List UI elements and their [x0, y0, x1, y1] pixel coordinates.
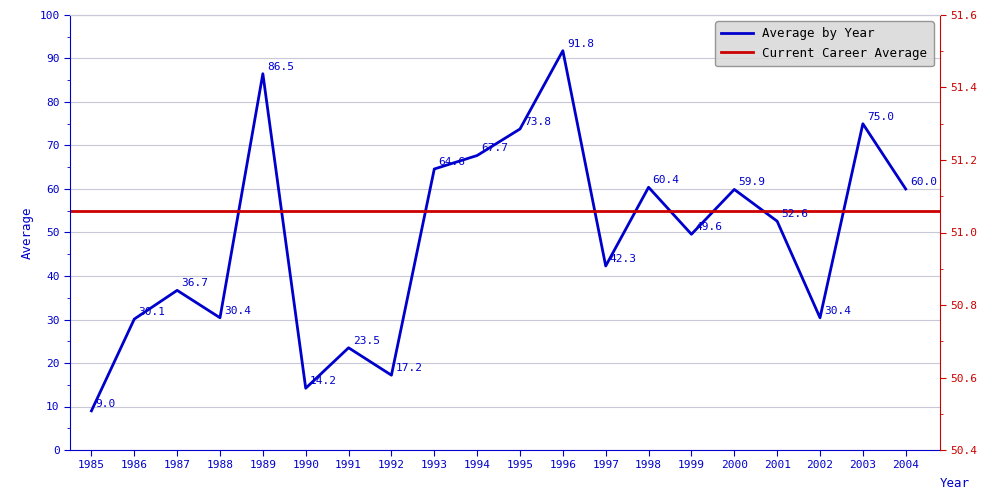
Text: Year: Year — [940, 477, 970, 490]
Average by Year — [214, 315, 226, 321]
Text: 36.7: 36.7 — [181, 278, 208, 288]
Text: 60.0: 60.0 — [910, 177, 937, 187]
Text: 30.4: 30.4 — [824, 306, 851, 316]
Average by Year — [471, 152, 483, 158]
Legend: Average by Year, Current Career Average: Average by Year, Current Career Average — [715, 21, 934, 66]
Text: 30.1: 30.1 — [138, 307, 165, 317]
Text: 49.6: 49.6 — [696, 222, 723, 232]
Average by Year — [171, 288, 183, 294]
Average by Year — [343, 345, 355, 351]
Text: 60.4: 60.4 — [653, 175, 680, 185]
Average by Year — [771, 218, 783, 224]
Text: 23.5: 23.5 — [353, 336, 380, 345]
Average by Year — [300, 385, 312, 391]
Average by Year — [128, 316, 140, 322]
Average by Year — [385, 372, 397, 378]
Average by Year — [728, 186, 740, 192]
Y-axis label: Average: Average — [21, 206, 34, 259]
Text: 86.5: 86.5 — [267, 62, 294, 72]
Text: 67.7: 67.7 — [481, 144, 508, 154]
Text: 14.2: 14.2 — [310, 376, 337, 386]
Text: 17.2: 17.2 — [396, 363, 423, 373]
Text: 59.9: 59.9 — [738, 178, 765, 188]
Average by Year — [814, 315, 826, 321]
Average by Year — [857, 120, 869, 126]
Average by Year — [85, 408, 97, 414]
Line: Average by Year: Average by Year — [91, 50, 906, 411]
Text: 9.0: 9.0 — [96, 398, 116, 408]
Average by Year — [514, 126, 526, 132]
Average by Year — [257, 70, 269, 76]
Text: 64.6: 64.6 — [438, 157, 465, 167]
Average by Year — [557, 48, 569, 54]
Text: 42.3: 42.3 — [610, 254, 637, 264]
Text: 73.8: 73.8 — [524, 117, 551, 127]
Text: 91.8: 91.8 — [567, 38, 594, 48]
Average by Year — [643, 184, 655, 190]
Average by Year — [600, 263, 612, 269]
Text: 30.4: 30.4 — [224, 306, 251, 316]
Average by Year — [685, 231, 697, 237]
Average by Year — [900, 186, 912, 192]
Text: 52.6: 52.6 — [781, 209, 808, 219]
Average by Year — [428, 166, 440, 172]
Text: 75.0: 75.0 — [867, 112, 894, 122]
